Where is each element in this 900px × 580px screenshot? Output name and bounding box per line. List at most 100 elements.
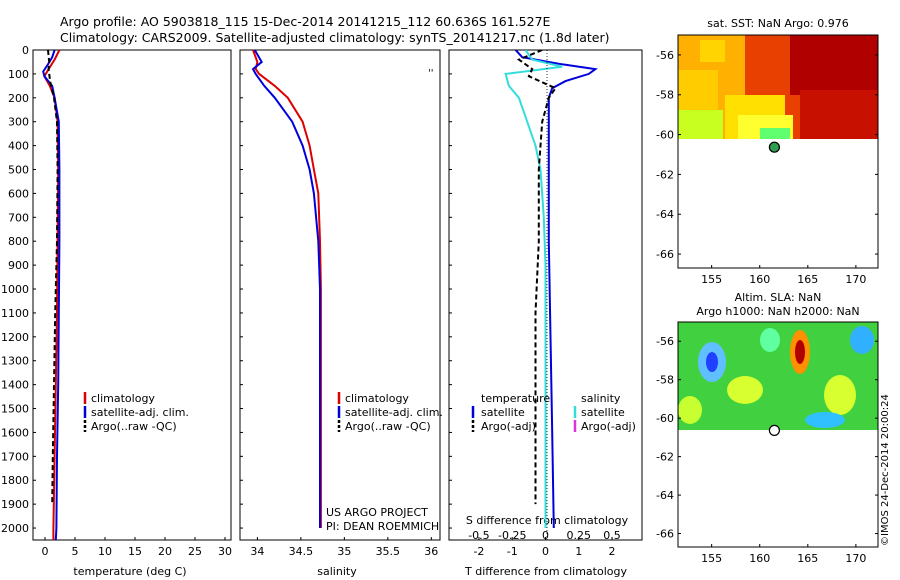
map-y-tick-label: -66 (656, 248, 674, 261)
map-x-tick-label: 170 (845, 273, 866, 286)
imos-credit: ©IMOS 24-Dec-2014 20:00:24 (880, 394, 891, 546)
map-x-tick-label: 155 (701, 273, 722, 286)
depth-tick-label: 1800 (1, 474, 29, 487)
x-tick-label-salinity: -0.25 (498, 529, 526, 542)
depth-tick-label: 400 (8, 140, 29, 153)
legend-t-argo: Argo(-adj) (481, 420, 536, 433)
sla-map-image (678, 322, 878, 430)
argo-position-marker (768, 424, 781, 436)
temperature-series (42, 50, 61, 540)
x-tick-label: 0 (542, 545, 549, 558)
x-tick-label: 35 (337, 545, 351, 558)
x-tick-label-salinity: 0 (542, 529, 549, 542)
stray-mark: '' (428, 68, 434, 79)
depth-tick-label: 700 (8, 211, 29, 224)
legend-s-argo: Argo(-adj) (581, 420, 636, 433)
t-difference-xlabel: T difference from climatology (464, 565, 627, 578)
salinity-axes (239, 49, 441, 541)
map-x-tick-label: 160 (749, 273, 770, 286)
depth-tick-label: 500 (8, 164, 29, 177)
map-y-tick-label: -64 (656, 208, 674, 221)
x-tick-label: 36 (424, 545, 438, 558)
sla-map-frame (677, 321, 879, 548)
sla-map-title1: Altim. SLA: NaN (735, 291, 822, 304)
temperature-axes (32, 49, 232, 541)
depth-ticks: 0 100 200 300 400 500 600 700 800 900 1000 1100 1200… (1, 44, 452, 535)
series-line-argo-raw-qc (47, 50, 59, 505)
sst-map-frame (677, 34, 879, 269)
x-tick-label: 2 (609, 545, 616, 558)
map-x-tick-label: 165 (797, 273, 818, 286)
argo-position-marker (768, 141, 781, 153)
map-x-tick-label: 160 (749, 552, 770, 565)
depth-tick-label: 800 (8, 235, 29, 248)
legend-satellite: satellite-adj. clim. (91, 406, 189, 419)
legend-t-satellite: satellite (481, 406, 525, 419)
depth-tick-label: 1900 (1, 498, 29, 511)
map-y-tick-label: -56 (656, 49, 674, 62)
legend-s-satellite: satellite (581, 406, 625, 419)
x-tick-label: -2 (473, 545, 484, 558)
depth-tick-label: 600 (8, 187, 29, 200)
header-line2: Climatology: CARS2009. Satellite-adjuste… (60, 30, 610, 45)
map-y-tick-label: -62 (656, 451, 674, 464)
difference-series (504, 50, 598, 529)
depth-tick-label: 1700 (1, 450, 29, 463)
temperature-xlabel: temperature (deg C) (73, 565, 186, 578)
depth-tick-label: 1600 (1, 426, 29, 439)
x-tick-label-salinity: 0.5 (603, 529, 621, 542)
pi-annotation: PI: DEAN ROEMMICH (326, 520, 439, 533)
series-line-satellite-adj-clim (251, 50, 321, 528)
x-tick-label: 30 (218, 545, 232, 558)
depth-tick-label: 300 (8, 116, 29, 129)
series-line-climatology (252, 50, 322, 528)
x-tick-label-salinity: 0.25 (567, 529, 592, 542)
header-line1: Argo profile: AO 5903818_115 15-Dec-2014… (60, 14, 551, 29)
x-tick-label: 34 (250, 545, 264, 558)
map-y-tick-label: -60 (656, 412, 674, 425)
map-y-tick-label: -60 (656, 129, 674, 142)
salinity-difference-x-ticks: -0.5 -0.25 0 0.25 0.5 (468, 529, 621, 542)
x-tick-label: -1 (507, 545, 518, 558)
difference-x-ticks: -2 -1 0 1 2 (473, 537, 616, 558)
series-line-temperature-argo-adj (516, 50, 558, 505)
depth-tick-label: 1000 (1, 283, 29, 296)
x-tick-label: 10 (98, 545, 112, 558)
legend-header-temperature: temperature (481, 392, 550, 405)
x-tick-label: 20 (158, 545, 172, 558)
x-tick-label: 5 (72, 545, 79, 558)
depth-tick-label: 1400 (1, 379, 29, 392)
x-tick-label: 0 (42, 545, 49, 558)
depth-tick-label: 1100 (1, 307, 29, 320)
legend-climatology: climatology (91, 392, 155, 405)
legend-header-salinity: salinity (581, 392, 621, 405)
sla-map-ticks: 155 160 165 170 -56 -58 -60 -62 -64 -66 (656, 335, 878, 565)
salinity-series (251, 50, 322, 528)
depth-tick-label: 100 (8, 68, 29, 81)
map-y-tick-label: -64 (656, 489, 674, 502)
legend-argo: Argo(..raw -QC) (91, 420, 177, 433)
difference-legend: temperature salinity satellite Argo(-adj… (471, 392, 636, 433)
map-y-tick-label: -58 (656, 89, 674, 102)
temperature-legend: climatology satellite-adj. clim. Argo(..… (83, 392, 189, 433)
s-difference-xlabel: S difference from climatology (466, 514, 629, 527)
sst-map-image (678, 35, 878, 139)
depth-tick-label: 0 (22, 44, 29, 57)
map-y-tick-label: -66 (656, 528, 674, 541)
sst-map-ticks: 155 160 165 170 -56 -58 -60 -62 -64 -66 (656, 49, 878, 286)
map-x-tick-label: 165 (797, 552, 818, 565)
series-line-satellite-adj-clim (42, 50, 61, 540)
depth-tick-label: 1300 (1, 355, 29, 368)
legend-satellite: satellite-adj. clim. (345, 406, 443, 419)
salinity-xlabel: salinity (317, 565, 357, 578)
sst-map-title: sat. SST: NaN Argo: 0.976 (707, 17, 848, 30)
sla-map-title2: Argo h1000: NaN h2000: NaN (696, 305, 859, 318)
map-x-tick-label: 170 (845, 552, 866, 565)
map-y-tick-label: -58 (656, 374, 674, 387)
x-tick-label: 35.5 (376, 545, 401, 558)
legend-argo: Argo(..raw -QC) (345, 420, 431, 433)
x-tick-label: 1 (575, 545, 582, 558)
map-y-tick-label: -62 (656, 168, 674, 181)
temperature-x-ticks: 0 5 10 15 20 25 30 (42, 537, 232, 558)
